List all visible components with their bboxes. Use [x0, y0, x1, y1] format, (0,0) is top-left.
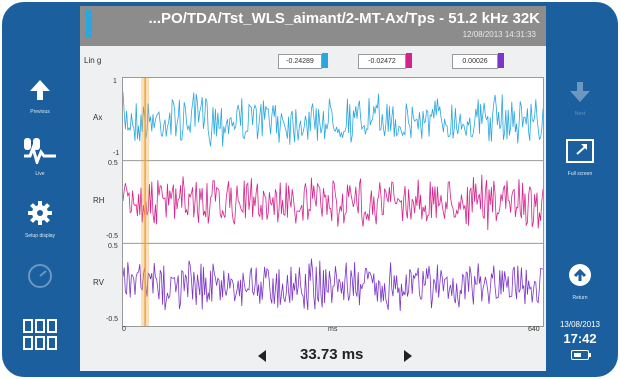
- live-label: Live: [35, 171, 45, 177]
- full-screen-icon: [566, 139, 594, 163]
- y-tick-rv-min: -0.5: [106, 316, 119, 323]
- x-tick-end: 640: [528, 326, 540, 333]
- status-clock: 17:42: [563, 331, 597, 346]
- next-label: Next: [574, 111, 586, 117]
- arrow-down-icon: [570, 82, 590, 102]
- waveform-trace-rh: [122, 174, 544, 231]
- waveform-plot[interactable]: [122, 77, 544, 327]
- previous-label: Previous: [30, 109, 50, 115]
- full-screen-label: Full screen: [567, 171, 593, 177]
- setup-display-button[interactable]: Setup display: [6, 200, 74, 239]
- full-screen-button[interactable]: Full screen: [548, 138, 612, 177]
- time-readout: 33.73 ms: [300, 346, 364, 363]
- return-label: Return: [572, 295, 588, 301]
- x-tick-start: 0: [122, 326, 126, 333]
- cursor-value-rh: -0.02472: [358, 54, 406, 69]
- channel-label-rv: RV: [93, 278, 104, 287]
- measurement-timestamp: 12/08/2013 14:31:33: [462, 30, 536, 39]
- battery-icon: [571, 350, 591, 360]
- setup-display-label: Setup display: [24, 233, 56, 239]
- status-date: 13/08/2013: [559, 320, 601, 329]
- waveform-svg: [122, 78, 544, 326]
- y-tick-rv-max: 0.5: [108, 243, 118, 250]
- waveform-trace-ax: [122, 92, 544, 147]
- x-axis-unit: ms: [328, 326, 338, 333]
- grid-menu-button[interactable]: [6, 318, 74, 357]
- unit-label: Lin g: [84, 56, 102, 65]
- return-button[interactable]: Return: [548, 262, 612, 301]
- y-tick-ax-max: 1: [113, 78, 117, 85]
- y-tick-ax-min: -1: [113, 150, 120, 157]
- cursor-swatch-ax: [322, 53, 328, 68]
- grid-menu-icon: [23, 319, 57, 350]
- cursor-swatch-rh: [406, 53, 412, 68]
- cursor-swatch-rv: [498, 53, 504, 68]
- title-bar: [80, 6, 546, 46]
- next-button[interactable]: Next: [548, 80, 612, 117]
- arrow-up-icon: [30, 80, 50, 100]
- live-button[interactable]: Live: [6, 136, 74, 177]
- return-icon: [569, 264, 591, 286]
- triangle-left-icon[interactable]: [256, 345, 268, 367]
- waveform-trace-rv: [122, 258, 544, 312]
- gear-icon: [28, 201, 52, 225]
- battery-fill: [574, 353, 582, 357]
- title-accent-bar: [86, 10, 92, 38]
- triangle-right-icon[interactable]: [402, 345, 414, 367]
- gauge-icon: [28, 264, 52, 288]
- live-signal-icon: [24, 138, 56, 167]
- channel-label-rh: RH: [93, 196, 105, 205]
- channel-label-ax: Ax: [93, 113, 103, 122]
- y-tick-rh-min: -0.5: [106, 233, 119, 240]
- previous-button[interactable]: Previous: [6, 78, 74, 115]
- cursor-value-ax: -0.24289: [278, 54, 322, 69]
- gauge-button[interactable]: [6, 262, 74, 295]
- measurement-title: ...PO/TDA/Tst_WLS_aimant/2-MT-Ax/Tps - 5…: [148, 10, 540, 27]
- cursor-value-rv: 0.00026: [452, 54, 498, 69]
- y-tick-rh-max: 0.5: [108, 160, 118, 167]
